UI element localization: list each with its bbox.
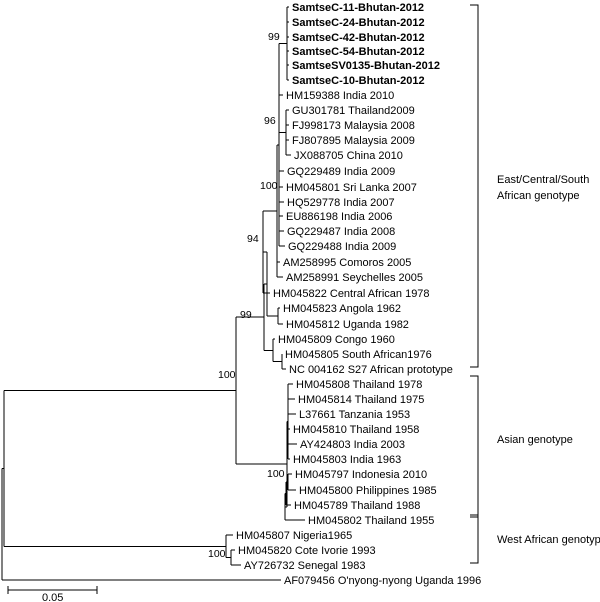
leaf-label: HM045812 Uganda 1982 — [286, 319, 409, 331]
scale-bar: 0.05 — [7, 586, 98, 602]
leaf-label: SamtseC-24-Bhutan-2012 — [292, 17, 425, 29]
leaf-label: SamtseC-11-Bhutan-2012 — [292, 2, 424, 14]
bootstrap-value: 100 — [260, 180, 278, 192]
genotype-bracket — [470, 4, 479, 368]
bootstrap-value: 100 — [218, 369, 236, 381]
tree-branches — [1, 6, 305, 581]
leaf-label: HM045823 Angola 1962 — [283, 303, 401, 315]
bootstrap-values: 99 96 100 94 99 100 100 100 — [208, 31, 285, 560]
leaf-label: HQ529778 India 2007 — [287, 197, 395, 209]
leaf-label: HM045803 India 1963 — [293, 454, 401, 466]
leaf-label: AM258995 Comoros 2005 — [283, 257, 411, 269]
leaf-labels: SamtseC-11-Bhutan-2012 SamtseC-24-Bhutan-… — [236, 2, 481, 587]
leaf-label: HM045814 Thailand 1975 — [298, 394, 424, 406]
leaf-label: FJ807895 Malaysia 2009 — [292, 135, 415, 147]
bootstrap-value: 94 — [247, 233, 259, 245]
leaf-label: FJ998173 Malaysia 2008 — [292, 120, 415, 132]
leaf-label: SamtseC-10-Bhutan-2012 — [292, 75, 425, 87]
leaf-label: JX088705 China 2010 — [294, 150, 403, 162]
genotype-label: Asian genotype — [497, 434, 573, 446]
leaf-label: HM045805 South African1976 — [285, 349, 432, 361]
leaf-label: GQ229487 India 2008 — [287, 226, 395, 238]
leaf-label: HM045809 Congo 1960 — [278, 334, 395, 346]
leaf-label: SamtseC-54-Bhutan-2012 — [292, 46, 425, 58]
bootstrap-value: 100 — [208, 548, 226, 560]
leaf-label: HM045789 Thailand 1988 — [294, 500, 420, 512]
bootstrap-value: 96 — [264, 115, 276, 127]
bootstrap-value: 100 — [267, 468, 285, 480]
leaf-label: AY424803 India 2003 — [300, 439, 405, 451]
leaf-label: HM045797 Indonesia 2010 — [295, 469, 427, 481]
leaf-label: AM258991 Seychelles 2005 — [286, 272, 423, 284]
genotype-bracket — [470, 514, 479, 564]
leaf-label: HM045801 Sri Lanka 2007 — [286, 182, 417, 194]
genotype-groups: East/Central/South African genotype Asian … — [470, 4, 600, 564]
leaf-label: SamtseC-42-Bhutan-2012 — [292, 32, 425, 44]
leaf-label: NC 004162 S27 African prototype — [289, 364, 453, 376]
leaf-label: L37661 Tanzania 1953 — [299, 409, 410, 421]
genotype-label: East/Central/South — [497, 174, 589, 186]
bootstrap-value: 99 — [240, 309, 252, 321]
leaf-label: HM045802 Thailand 1955 — [308, 515, 434, 527]
leaf-label: HM045822 Central African 1978 — [273, 288, 430, 300]
leaf-label: SamtseSV0135-Bhutan-2012 — [292, 60, 440, 72]
leaf-label: HM045810 Thailand 1958 — [293, 424, 419, 436]
scale-bar-label: 0.05 — [42, 592, 63, 602]
leaf-label: AF079456 O'nyong-nyong Uganda 1996 — [284, 575, 481, 587]
bootstrap-value: 99 — [268, 31, 280, 43]
leaf-label: HM159388 India 2010 — [286, 90, 394, 102]
leaf-label: EU886198 India 2006 — [286, 211, 392, 223]
leaf-label: GU301781 Thailand2009 — [292, 105, 415, 117]
leaf-label: GQ229489 India 2009 — [287, 166, 395, 178]
leaf-label: GQ229488 India 2009 — [288, 241, 396, 253]
leaf-label: HM045807 Nigeria1965 — [236, 530, 352, 542]
leaf-label: AY726732 Senegal 1983 — [244, 560, 366, 572]
leaf-label: HM045800 Philippines 1985 — [299, 485, 437, 497]
genotype-bracket — [470, 375, 479, 518]
leaf-label: HM045820 Cote Ivorie 1993 — [238, 545, 376, 557]
genotype-label: African genotype — [497, 190, 580, 202]
leaf-label: HM045808 Thailand 1978 — [296, 379, 422, 391]
genotype-label: West African genotype — [497, 534, 600, 546]
